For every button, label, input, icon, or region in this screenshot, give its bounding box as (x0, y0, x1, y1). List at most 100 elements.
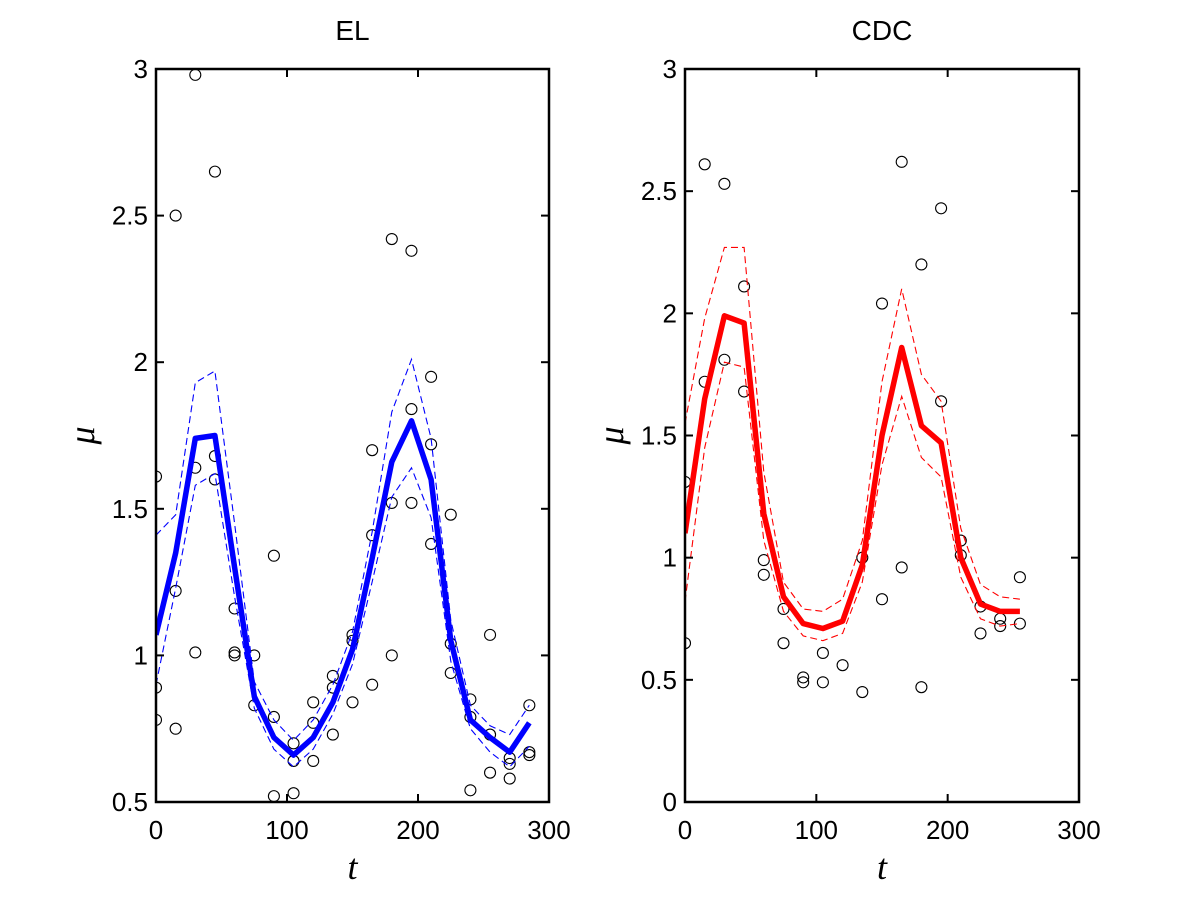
scatter-point (307, 696, 320, 709)
x-tick-label: 300 (1057, 815, 1100, 845)
y-tick-label: 1.5 (112, 494, 148, 524)
y-tick-label: 2 (663, 298, 677, 328)
upper-bound-line (156, 357, 530, 742)
chart-title: EL (335, 15, 369, 46)
scatter-point (523, 699, 536, 712)
scatter-point (287, 737, 300, 750)
scatter-point (685, 637, 692, 650)
y-axis-label: μ (62, 426, 102, 445)
scatter-point (503, 757, 516, 770)
x-tick-label: 100 (265, 815, 308, 845)
scatter-point (915, 258, 928, 271)
scatter-point (405, 496, 418, 509)
scatter-point (326, 728, 339, 741)
scatter-point (895, 561, 908, 574)
scatter-point (994, 620, 1007, 633)
scatter-point (503, 772, 516, 785)
scatter-point (366, 444, 379, 457)
scatter-point (346, 696, 359, 709)
scatter-point (875, 593, 889, 606)
scatter-point (757, 554, 770, 567)
scatter-point (385, 649, 398, 662)
scatter-point (523, 746, 536, 759)
scatter-point (777, 637, 790, 650)
y-tick-label: 2.5 (112, 201, 148, 231)
upper-bound-line (685, 246, 1020, 612)
scatter-point (425, 438, 438, 451)
chart-panel-el: EL 0 100 200 300 0.5 1 1.5 2 2.5 3 t μ (62, 15, 571, 887)
y-tick-label: 3 (134, 54, 148, 84)
scatter-point (777, 602, 790, 616)
lower-bound-line (156, 466, 530, 768)
mean-line (685, 313, 1020, 632)
scatter-point (757, 568, 770, 581)
scatter-point (1013, 571, 1026, 584)
scatter-point (895, 155, 908, 168)
scatter-point (385, 233, 398, 246)
scatter-point (915, 681, 928, 694)
plot-area (156, 69, 536, 802)
chart-title: CDC (852, 15, 913, 46)
y-tick-label: 1 (663, 543, 677, 573)
scatter-point (189, 69, 202, 81)
scatter-point (1013, 617, 1026, 630)
lower-bound-line (685, 361, 1020, 642)
y-tick-label: 0 (663, 787, 677, 817)
scatter-point (267, 549, 280, 562)
mean-line (156, 418, 532, 758)
x-tick-label: 300 (527, 815, 570, 845)
scatter-point (189, 646, 202, 659)
scatter-point (935, 395, 948, 408)
scatter-point (267, 710, 280, 724)
scatter-point (366, 678, 379, 691)
scatter-point (156, 681, 163, 694)
x-tick-label: 100 (795, 815, 838, 845)
scatter-point (816, 646, 829, 660)
x-tick-label: 0 (678, 815, 692, 845)
scatter-point (326, 669, 339, 682)
x-axis-label: t (877, 847, 888, 887)
scatter-point (797, 676, 810, 689)
scatter-point (444, 508, 457, 521)
chart-panel-cdc: CDC 0 100 200 300 0 0.5 1 1.5 2 2.5 3 t μ (591, 15, 1101, 887)
scatter-point (483, 766, 497, 779)
scatter-point (287, 787, 300, 800)
scatter-point (267, 790, 280, 802)
x-tick-label: 200 (396, 815, 439, 845)
scatter-point (405, 244, 418, 257)
scatter-point (875, 297, 889, 310)
y-tick-label: 2 (134, 347, 148, 377)
plot-area (685, 155, 1026, 699)
scatter-point (483, 628, 497, 641)
scatter-point (307, 754, 320, 768)
scatter-point (797, 671, 810, 684)
scatter-point (169, 722, 182, 735)
scatter-point (156, 713, 163, 726)
scatter-point (856, 685, 869, 699)
scatter-point (228, 649, 241, 662)
scatter-point (698, 158, 711, 171)
y-tick-label: 0.5 (641, 665, 677, 695)
scatter-point (718, 177, 731, 190)
scatter-point (464, 784, 477, 797)
scatter-point (718, 353, 731, 366)
x-tick-label: 200 (926, 815, 969, 845)
y-axis-label: μ (591, 426, 631, 445)
y-tick-label: 1.5 (641, 421, 677, 451)
scatter-point (935, 202, 948, 215)
axes-frame (154, 67, 551, 804)
scatter-point (405, 403, 418, 416)
scatter-point (738, 385, 751, 398)
scatter-point (974, 627, 987, 640)
y-tick-label: 3 (663, 54, 677, 84)
scatter-point (738, 280, 751, 293)
y-tick-label: 0.5 (112, 787, 148, 817)
scatter-point (169, 209, 182, 222)
scatter-point (228, 646, 241, 659)
y-tick-label: 1 (134, 640, 148, 670)
scatter-point (836, 659, 849, 672)
scatter-point (523, 749, 536, 762)
scatter-point (156, 470, 163, 483)
x-axis-label: t (347, 847, 358, 887)
